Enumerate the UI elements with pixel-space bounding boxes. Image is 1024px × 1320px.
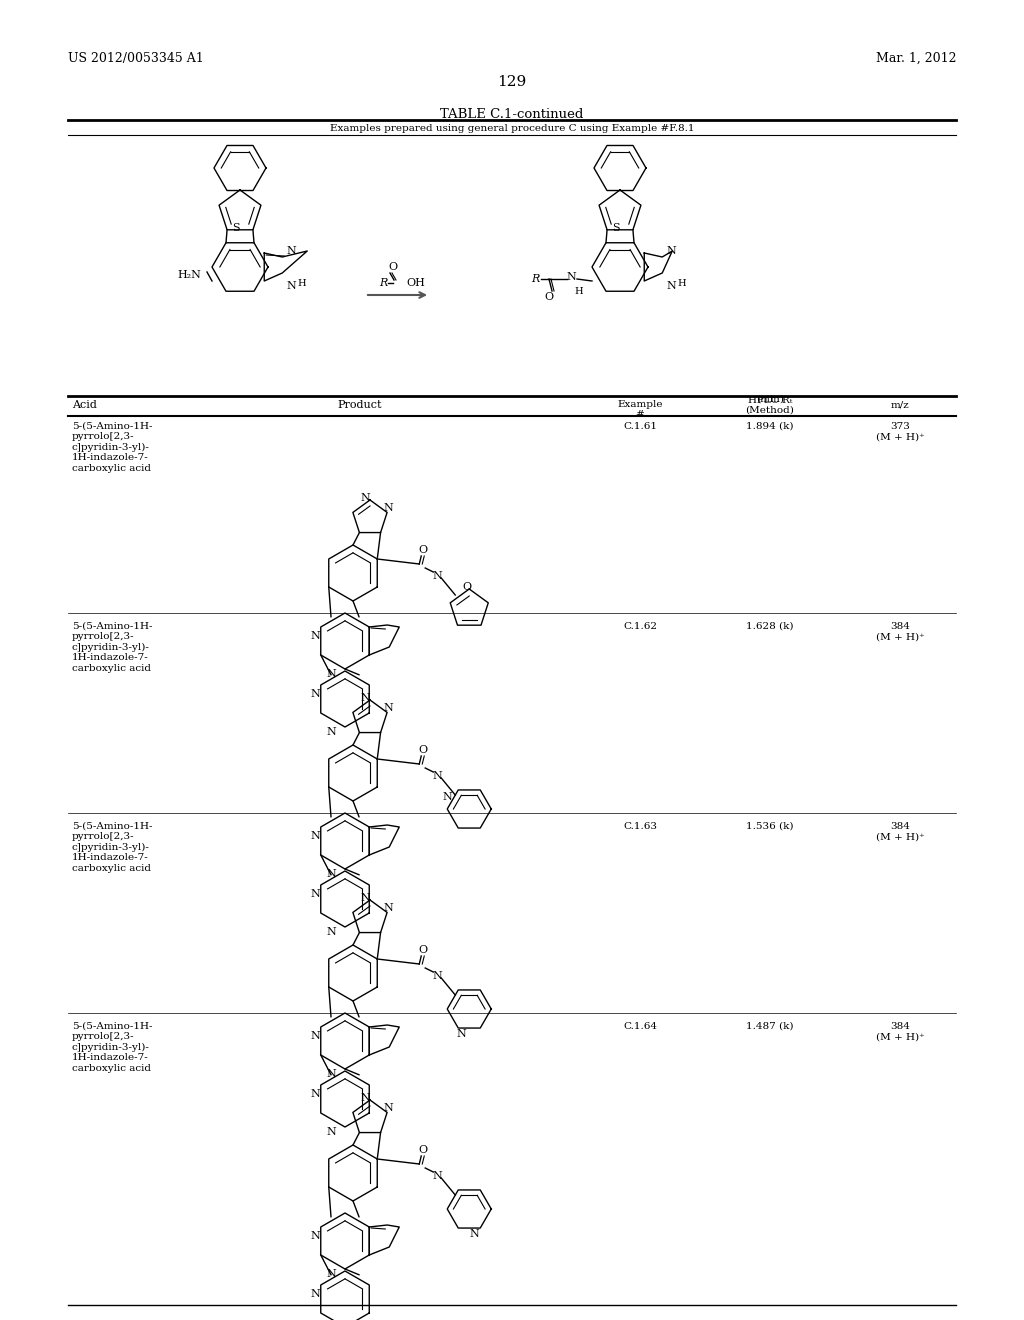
Text: N: N bbox=[326, 927, 336, 937]
Text: O: O bbox=[419, 945, 428, 954]
Text: 384
(M + H)⁺: 384 (M + H)⁺ bbox=[876, 822, 925, 841]
Text: (min)
(Method): (min) (Method) bbox=[745, 395, 795, 414]
Text: US 2012/0053345 A1: US 2012/0053345 A1 bbox=[68, 51, 204, 65]
Text: N: N bbox=[469, 1229, 479, 1239]
Text: R: R bbox=[379, 279, 387, 288]
Text: Product: Product bbox=[338, 400, 382, 411]
Text: 1.894 (k): 1.894 (k) bbox=[746, 422, 794, 432]
Text: N: N bbox=[287, 281, 296, 290]
Text: 5-(5-Amino-1H-
pyrrolo[2,3-
c]pyridin-3-yl)-
1H-indazole-7-
carboxylic acid: 5-(5-Amino-1H- pyrrolo[2,3- c]pyridin-3-… bbox=[72, 822, 153, 873]
Text: N: N bbox=[360, 1093, 370, 1104]
Text: N: N bbox=[383, 903, 393, 913]
Text: TABLE C.1-continued: TABLE C.1-continued bbox=[440, 108, 584, 121]
Text: N: N bbox=[310, 1089, 319, 1100]
Text: C.1.61: C.1.61 bbox=[623, 422, 657, 432]
Text: S: S bbox=[612, 223, 620, 234]
Text: O: O bbox=[388, 261, 397, 272]
Text: HPLC Rₜ: HPLC Rₜ bbox=[748, 396, 793, 405]
Text: N: N bbox=[383, 704, 393, 713]
Text: O: O bbox=[419, 744, 428, 755]
Text: R: R bbox=[530, 275, 540, 284]
Text: H₂N: H₂N bbox=[177, 271, 201, 280]
Text: O: O bbox=[463, 582, 472, 591]
Text: O: O bbox=[419, 1144, 428, 1155]
Text: N: N bbox=[360, 693, 370, 704]
Text: 373
(M + H)⁺: 373 (M + H)⁺ bbox=[876, 422, 925, 441]
Text: Example
#: Example # bbox=[617, 400, 663, 420]
Text: N: N bbox=[432, 1171, 442, 1181]
Text: Acid: Acid bbox=[72, 400, 97, 411]
Text: m/z: m/z bbox=[891, 400, 909, 409]
Text: N: N bbox=[326, 869, 336, 879]
Text: OH: OH bbox=[406, 279, 425, 288]
Text: C.1.64: C.1.64 bbox=[623, 1022, 657, 1031]
Text: N: N bbox=[566, 272, 575, 282]
Text: N: N bbox=[287, 246, 296, 256]
Text: 129: 129 bbox=[498, 75, 526, 88]
Text: N: N bbox=[383, 1104, 393, 1113]
Text: N: N bbox=[383, 503, 393, 513]
Text: 5-(5-Amino-1H-
pyrrolo[2,3-
c]pyridin-3-yl)-
1H-indazole-7-
carboxylic acid: 5-(5-Amino-1H- pyrrolo[2,3- c]pyridin-3-… bbox=[72, 622, 153, 673]
Text: N: N bbox=[310, 631, 319, 642]
Text: H: H bbox=[297, 279, 306, 288]
Text: 1.628 (k): 1.628 (k) bbox=[746, 622, 794, 631]
Text: N: N bbox=[310, 832, 319, 841]
Text: H: H bbox=[677, 279, 686, 288]
Text: N: N bbox=[310, 888, 319, 899]
Text: N: N bbox=[326, 669, 336, 678]
Text: N: N bbox=[667, 281, 676, 290]
Text: N: N bbox=[432, 572, 442, 581]
Text: O: O bbox=[419, 545, 428, 554]
Text: H: H bbox=[574, 286, 584, 296]
Text: N: N bbox=[310, 1290, 319, 1299]
Text: 1.536 (k): 1.536 (k) bbox=[746, 822, 794, 832]
Text: N: N bbox=[326, 1269, 336, 1279]
Text: N: N bbox=[432, 972, 442, 981]
Text: N: N bbox=[326, 1127, 336, 1137]
Text: N: N bbox=[310, 1232, 319, 1241]
Text: 5-(5-Amino-1H-
pyrrolo[2,3-
c]pyridin-3-yl)-
1H-indazole-7-
carboxylic acid: 5-(5-Amino-1H- pyrrolo[2,3- c]pyridin-3-… bbox=[72, 422, 153, 473]
Text: N: N bbox=[360, 492, 370, 503]
Text: N: N bbox=[442, 792, 453, 803]
Text: N: N bbox=[457, 1030, 466, 1039]
Text: 384
(M + H)⁺: 384 (M + H)⁺ bbox=[876, 1022, 925, 1041]
Text: O: O bbox=[545, 292, 554, 302]
Text: N: N bbox=[667, 246, 676, 256]
Text: 5-(5-Amino-1H-
pyrrolo[2,3-
c]pyridin-3-yl)-
1H-indazole-7-
carboxylic acid: 5-(5-Amino-1H- pyrrolo[2,3- c]pyridin-3-… bbox=[72, 1022, 153, 1073]
Text: N: N bbox=[360, 894, 370, 903]
Text: 1.487 (k): 1.487 (k) bbox=[746, 1022, 794, 1031]
Text: C.1.63: C.1.63 bbox=[623, 822, 657, 832]
Text: N: N bbox=[432, 771, 442, 781]
Text: S: S bbox=[232, 223, 240, 234]
Text: 384
(M + H)⁺: 384 (M + H)⁺ bbox=[876, 622, 925, 642]
Text: N: N bbox=[310, 1031, 319, 1041]
Text: Examples prepared using general procedure C using Example #F.8.1: Examples prepared using general procedur… bbox=[330, 124, 694, 133]
Text: Mar. 1, 2012: Mar. 1, 2012 bbox=[876, 51, 956, 65]
Text: N: N bbox=[310, 689, 319, 700]
Text: C.1.62: C.1.62 bbox=[623, 622, 657, 631]
Text: N: N bbox=[326, 727, 336, 737]
Text: N: N bbox=[326, 1069, 336, 1078]
